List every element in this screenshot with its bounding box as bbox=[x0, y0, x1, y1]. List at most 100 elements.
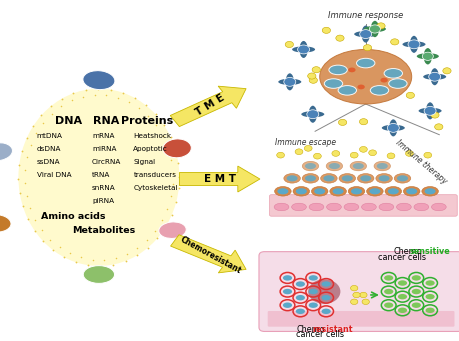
Circle shape bbox=[405, 150, 413, 156]
Ellipse shape bbox=[277, 188, 288, 194]
Ellipse shape bbox=[361, 26, 369, 43]
Ellipse shape bbox=[388, 79, 406, 88]
Text: cancer cells: cancer cells bbox=[378, 253, 425, 262]
Ellipse shape bbox=[383, 275, 392, 281]
Ellipse shape bbox=[295, 295, 304, 300]
Circle shape bbox=[285, 41, 293, 47]
Ellipse shape bbox=[378, 203, 393, 211]
Ellipse shape bbox=[321, 309, 330, 314]
Ellipse shape bbox=[291, 203, 306, 211]
Ellipse shape bbox=[323, 175, 334, 181]
Ellipse shape bbox=[337, 86, 356, 95]
Polygon shape bbox=[179, 166, 259, 192]
Circle shape bbox=[350, 152, 358, 158]
Text: tRNA: tRNA bbox=[92, 172, 110, 178]
Circle shape bbox=[376, 23, 384, 29]
Circle shape bbox=[308, 77, 317, 83]
Ellipse shape bbox=[388, 119, 397, 136]
Circle shape bbox=[363, 45, 371, 51]
Ellipse shape bbox=[320, 174, 336, 183]
Ellipse shape bbox=[373, 161, 390, 171]
Ellipse shape bbox=[378, 175, 389, 181]
Ellipse shape bbox=[324, 79, 342, 88]
Circle shape bbox=[442, 68, 450, 74]
FancyBboxPatch shape bbox=[269, 195, 456, 216]
Circle shape bbox=[295, 149, 302, 155]
Ellipse shape bbox=[321, 295, 330, 300]
Ellipse shape bbox=[381, 125, 404, 131]
FancyBboxPatch shape bbox=[267, 311, 453, 327]
Ellipse shape bbox=[18, 89, 179, 266]
Ellipse shape bbox=[308, 279, 340, 304]
Text: Cytoskeletal: Cytoskeletal bbox=[133, 185, 178, 191]
Ellipse shape bbox=[383, 302, 392, 308]
Ellipse shape bbox=[325, 161, 342, 171]
Ellipse shape bbox=[396, 203, 410, 211]
Ellipse shape bbox=[83, 266, 114, 283]
Ellipse shape bbox=[308, 106, 316, 123]
Text: ssDNA: ssDNA bbox=[37, 159, 60, 165]
Ellipse shape bbox=[347, 187, 364, 196]
Ellipse shape bbox=[403, 187, 419, 196]
Ellipse shape bbox=[393, 174, 410, 183]
Ellipse shape bbox=[411, 302, 420, 308]
Ellipse shape bbox=[357, 85, 364, 89]
Ellipse shape bbox=[383, 289, 392, 294]
Polygon shape bbox=[170, 235, 246, 273]
Ellipse shape bbox=[356, 58, 374, 68]
Ellipse shape bbox=[359, 30, 371, 39]
Ellipse shape bbox=[396, 175, 407, 181]
Text: Amino acids: Amino acids bbox=[41, 212, 106, 221]
Ellipse shape bbox=[295, 188, 306, 194]
Ellipse shape bbox=[286, 175, 297, 181]
Circle shape bbox=[307, 73, 315, 79]
Ellipse shape bbox=[321, 281, 330, 287]
Ellipse shape bbox=[343, 203, 358, 211]
Text: CircRNA: CircRNA bbox=[92, 159, 121, 165]
Ellipse shape bbox=[363, 26, 385, 32]
Circle shape bbox=[359, 146, 367, 152]
Ellipse shape bbox=[425, 102, 433, 119]
Ellipse shape bbox=[369, 25, 380, 33]
Text: snRNA: snRNA bbox=[92, 185, 116, 191]
Ellipse shape bbox=[292, 187, 309, 196]
Ellipse shape bbox=[285, 73, 293, 90]
Ellipse shape bbox=[274, 203, 288, 211]
Text: Chemo: Chemo bbox=[392, 247, 421, 256]
Ellipse shape bbox=[386, 123, 398, 132]
Ellipse shape bbox=[338, 174, 355, 183]
Ellipse shape bbox=[369, 188, 380, 194]
Text: transducers: transducers bbox=[133, 172, 176, 178]
Ellipse shape bbox=[299, 41, 307, 58]
Ellipse shape bbox=[407, 40, 419, 49]
Text: RNA: RNA bbox=[92, 116, 119, 126]
Ellipse shape bbox=[361, 203, 375, 211]
Circle shape bbox=[276, 152, 284, 158]
Ellipse shape bbox=[383, 69, 402, 78]
Text: Immune therapy: Immune therapy bbox=[393, 138, 448, 186]
Circle shape bbox=[313, 153, 320, 159]
Ellipse shape bbox=[306, 110, 318, 119]
Circle shape bbox=[386, 153, 394, 159]
Ellipse shape bbox=[428, 72, 440, 81]
Ellipse shape bbox=[376, 163, 387, 169]
Polygon shape bbox=[170, 86, 246, 127]
Ellipse shape bbox=[297, 45, 309, 54]
Circle shape bbox=[350, 299, 357, 305]
Ellipse shape bbox=[370, 21, 378, 37]
Circle shape bbox=[321, 27, 330, 33]
Ellipse shape bbox=[328, 163, 339, 169]
Ellipse shape bbox=[295, 281, 304, 287]
Text: mRNA: mRNA bbox=[92, 133, 114, 139]
Circle shape bbox=[331, 150, 339, 156]
Text: miRNA: miRNA bbox=[92, 146, 116, 152]
Ellipse shape bbox=[397, 280, 406, 286]
Ellipse shape bbox=[430, 68, 438, 85]
Ellipse shape bbox=[341, 175, 352, 181]
Ellipse shape bbox=[425, 280, 434, 286]
Ellipse shape bbox=[308, 302, 317, 308]
Ellipse shape bbox=[418, 108, 441, 114]
Ellipse shape bbox=[313, 188, 325, 194]
Circle shape bbox=[361, 299, 369, 305]
Ellipse shape bbox=[302, 174, 318, 183]
